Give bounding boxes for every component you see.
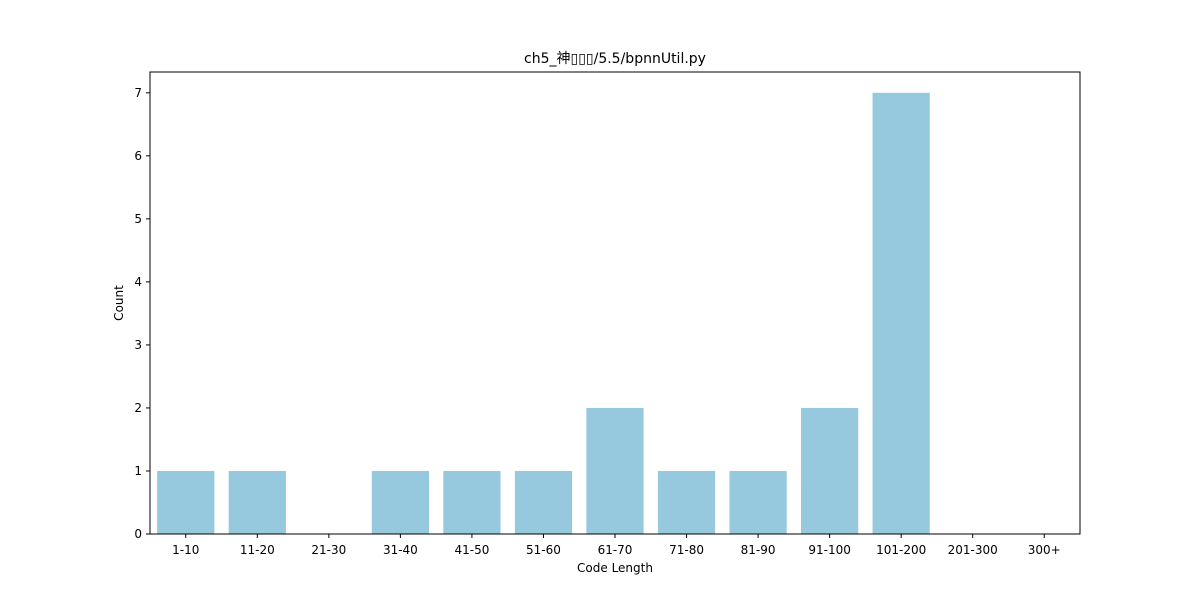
- x-axis-ticks: 1-10 11-20 21-30 31-40 41-50 51-60 61-70 71-80 8…: [172, 534, 1061, 557]
- x-tick-label: 300+: [1028, 543, 1061, 557]
- bar-61-70: [586, 407, 644, 534]
- bar-101-200: [872, 92, 930, 535]
- bar-1-10: [157, 470, 215, 534]
- x-tick-label: 91-100: [808, 543, 851, 557]
- x-tick-label: 101-200: [876, 543, 926, 557]
- y-tick-label: 3: [134, 338, 142, 352]
- y-tick-label: 4: [134, 275, 142, 289]
- bar-71-80: [657, 470, 716, 534]
- y-tick-label: 2: [134, 401, 142, 415]
- y-axis-ticks: 0 1 2 3 4 5 6 7: [134, 86, 150, 541]
- y-tick-label: 0: [134, 527, 142, 541]
- x-tick-label: 31-40: [383, 543, 418, 557]
- x-tick-label: 21-30: [311, 543, 346, 557]
- y-axis-label: Count: [112, 285, 126, 321]
- bar-41-50: [443, 470, 501, 534]
- chart-title: ch5_神▯▯▯/5.5/bpnnUtil.py: [524, 51, 706, 67]
- bar-91-100: [801, 407, 859, 534]
- x-tick-label: 41-50: [454, 543, 489, 557]
- x-axis-label: Code Length: [577, 561, 653, 575]
- x-tick-label: 201-300: [948, 543, 998, 557]
- x-tick-label: 71-80: [669, 543, 704, 557]
- bar-81-90: [729, 470, 787, 534]
- x-tick-label: 81-90: [741, 543, 776, 557]
- x-tick-label: 1-10: [172, 543, 199, 557]
- x-tick-label: 51-60: [526, 543, 561, 557]
- y-tick-label: 7: [134, 86, 142, 100]
- x-tick-label: 11-20: [240, 543, 275, 557]
- y-tick-label: 1: [134, 464, 142, 478]
- bar-51-60: [514, 470, 573, 534]
- bar-11-20: [228, 470, 286, 534]
- x-tick-label: 61-70: [598, 543, 633, 557]
- bar-31-40: [371, 470, 429, 534]
- y-tick-label: 6: [134, 149, 142, 163]
- bars-group: [157, 92, 930, 535]
- y-tick-label: 5: [134, 212, 142, 226]
